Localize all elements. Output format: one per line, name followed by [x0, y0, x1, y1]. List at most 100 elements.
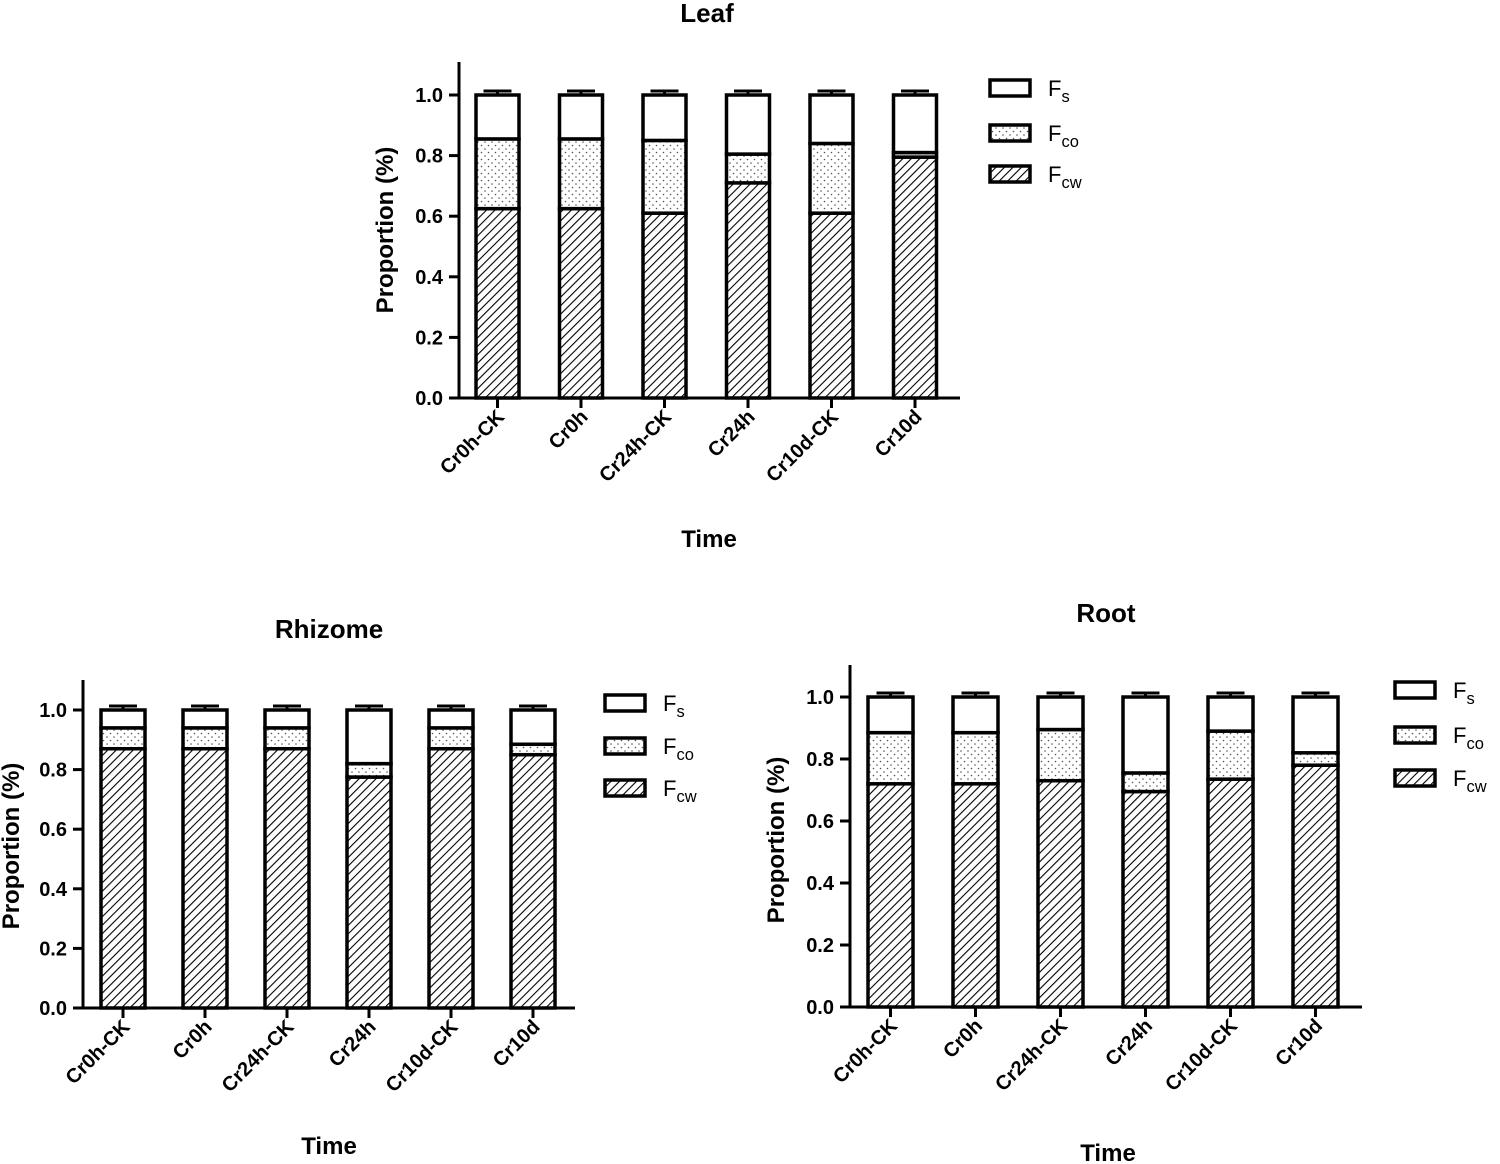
legend-label-fco: Fco: [663, 734, 694, 764]
chart-title: Root: [1076, 598, 1136, 628]
x-tick-label: Cr0h: [169, 1016, 217, 1064]
bar-fco-cr24h: [724, 152, 772, 185]
bar-fs-cr0h: [951, 695, 1000, 735]
bar-fcw-cr10d-ck: [1206, 777, 1255, 1009]
legend-swatch-fcw: [988, 164, 1032, 184]
x-axis-label: Time: [681, 526, 737, 553]
x-axis-label: Time: [1080, 1140, 1136, 1164]
bar-fco-cr0h-ck: [99, 726, 147, 751]
bar-fs-cr10d-ck: [808, 93, 855, 146]
bar-fcw-cr0h: [951, 782, 1000, 1009]
y-axis-label: Proportion (%): [0, 763, 25, 930]
x-tick-label: Cr10d-CK: [1161, 1015, 1242, 1096]
x-tick-label: Cr24h: [704, 406, 760, 462]
legend-swatch-fco: [988, 123, 1032, 143]
bar-fco-cr0h: [181, 726, 229, 751]
bar-fs-cr0h: [557, 93, 605, 141]
y-tick-label: 0.6: [806, 811, 834, 833]
bar-fs-cr0h-ck: [99, 708, 147, 730]
bar-fcw-cr24h: [724, 181, 772, 400]
bar-fcw-cr10d: [509, 752, 557, 1010]
x-tick-label: Cr24h-CK: [595, 406, 676, 487]
bar-fcw-cr10d: [891, 155, 939, 400]
y-axis-label: Proportion (%): [372, 147, 399, 314]
y-tick-label: 0.6: [39, 819, 67, 841]
y-tick-label: 0.8: [415, 146, 443, 168]
legend-label-fs: Fs: [663, 691, 685, 721]
y-tick-label: 0.4: [415, 267, 444, 289]
bar-fco-cr0h: [951, 730, 1000, 786]
bar-fcw-cr24h: [345, 775, 393, 1010]
y-tick-label: 0.2: [415, 327, 443, 349]
legend-label-fco: Fco: [1048, 121, 1079, 151]
bar-fco-cr10d-ck: [1206, 729, 1255, 781]
x-tick-label: Cr24h: [325, 1016, 381, 1072]
bar-fs-cr10d-ck: [427, 708, 475, 730]
y-tick-label: 0.0: [39, 998, 67, 1020]
bar-fs-cr10d: [891, 93, 939, 155]
bar-fcw-cr10d-ck: [808, 211, 855, 400]
bar-fco-cr24h-ck: [263, 726, 311, 751]
legend-swatch-fcw: [603, 778, 647, 798]
bar-fco-cr24h-ck: [641, 138, 688, 215]
y-tick-label: 0.6: [415, 206, 443, 228]
x-tick-label: Cr10d-CK: [762, 406, 843, 487]
legend-label-fco: Fco: [1453, 723, 1484, 753]
y-tick-label: 1.0: [415, 85, 443, 107]
x-tick-label: Cr0h-CK: [829, 1015, 902, 1088]
legend-swatch-fs: [988, 78, 1032, 98]
bar-fs-cr10d: [509, 708, 557, 747]
x-tick-label: Cr0h: [939, 1015, 987, 1063]
legend-label-fs: Fs: [1048, 76, 1070, 106]
bar-fs-cr24h-ck: [641, 93, 688, 143]
bar-fs-cr0h-ck: [866, 695, 915, 735]
y-axis-label: Proportion (%): [763, 757, 790, 924]
legend-swatch-fs: [1393, 680, 1437, 700]
bar-fcw-cr0h-ck: [99, 746, 147, 1010]
bar-fco-cr0h-ck: [866, 730, 915, 786]
bar-fco-cr10d: [1291, 751, 1340, 767]
bar-fs-cr24h-ck: [1036, 695, 1085, 732]
legend-swatch-fs: [603, 693, 647, 713]
chart-panel-leaf: Leaf 0.0 0.2 0.4 0.6 0.8 1.0 Proportion (%) Time…: [372, 0, 1082, 553]
y-tick-label: 0.8: [39, 760, 67, 782]
bar-fcw-cr10d-ck: [427, 746, 475, 1010]
x-tick-label: Cr0h: [545, 406, 593, 454]
x-tick-label: Cr0h-CK: [62, 1016, 135, 1089]
bar-fcw-cr10d: [1291, 763, 1340, 1009]
bar-fcw-cr24h-ck: [641, 211, 688, 400]
bar-fcw-cr0h: [557, 206, 605, 400]
bar-fco-cr24h: [345, 761, 393, 779]
bar-fcw-cr0h-ck: [866, 782, 915, 1009]
y-tick-label: 0.0: [415, 388, 443, 410]
bar-fco-cr24h-ck: [1036, 727, 1085, 783]
chart-title: Leaf: [680, 0, 734, 28]
bar-fs-cr10d-ck: [1206, 695, 1255, 733]
bar-fs-cr10d: [1291, 695, 1340, 755]
x-tick-label: Cr0h-CK: [436, 406, 509, 479]
x-tick-label: Cr10d: [1271, 1015, 1327, 1071]
legend-swatch-fco: [603, 736, 647, 756]
legend-label-fcw: Fcw: [1453, 766, 1487, 796]
x-tick-label: Cr10d-CK: [382, 1016, 463, 1097]
y-tick-label: 1.0: [806, 687, 834, 709]
chart-panel-rhizome: Rhizome 0.0 0.2 0.4 0.6 0.8 1.0 Proportion (%) T…: [0, 614, 697, 1160]
x-tick-label: Cr10d: [871, 406, 927, 462]
legend-label-fcw: Fcw: [663, 776, 697, 806]
y-tick-label: 0.4: [806, 873, 835, 895]
legend-label-fcw: Fcw: [1048, 162, 1082, 192]
legend-swatch-fcw: [1393, 768, 1437, 788]
bar-fco-cr24h: [1121, 771, 1170, 794]
x-tick-label: Cr24h: [1101, 1015, 1157, 1071]
y-tick-label: 0.4: [39, 879, 68, 901]
x-tick-label: Cr24h-CK: [991, 1015, 1072, 1096]
bar-fs-cr24h: [1121, 695, 1170, 775]
bar-fco-cr0h-ck: [474, 137, 521, 211]
y-tick-label: 1.0: [39, 700, 67, 722]
bar-fcw-cr24h: [1121, 789, 1170, 1009]
y-tick-label: 0.0: [806, 997, 834, 1019]
x-tick-label: Cr24h-CK: [218, 1016, 299, 1097]
legend-swatch-fco: [1393, 725, 1437, 745]
chart-panel-root: Root 0.0 0.2 0.4 0.6 0.8 1.0 Proportion (%) Time…: [763, 598, 1487, 1164]
bar-fco-cr10d-ck: [427, 726, 475, 751]
